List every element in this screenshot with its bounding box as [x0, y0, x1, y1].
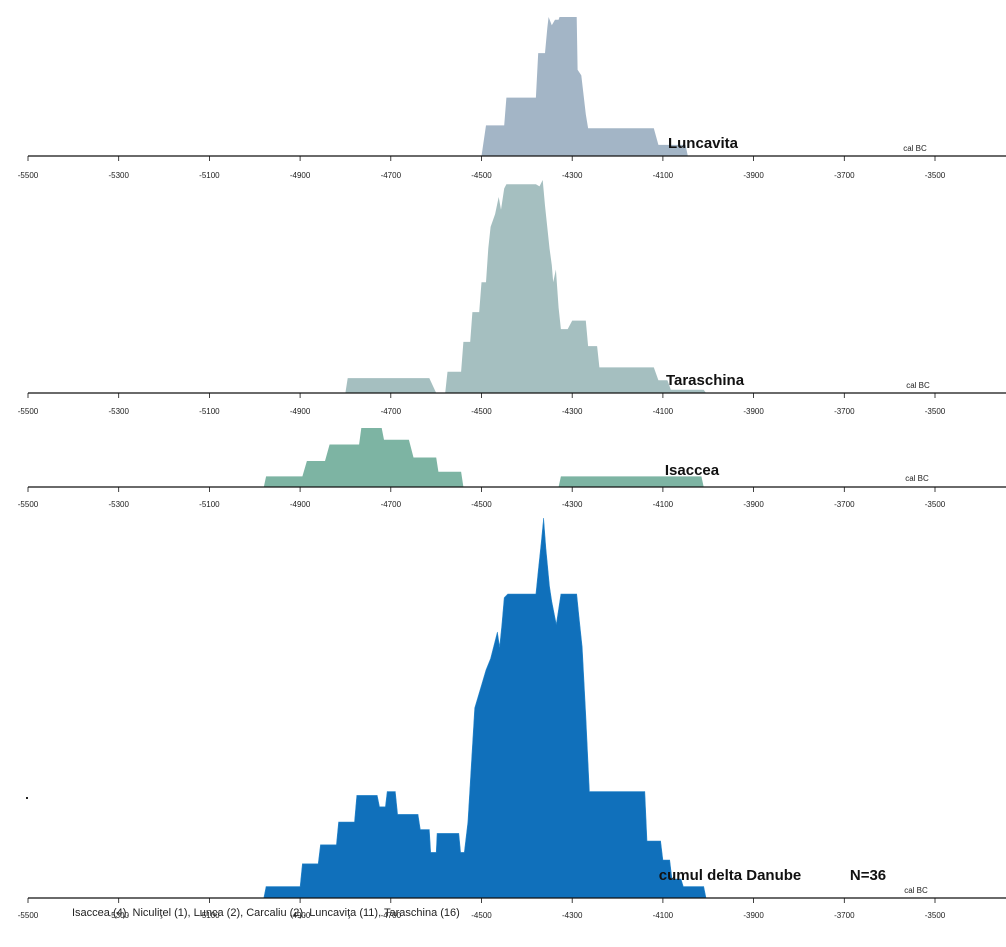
- taraschina-unit-label: cal BC: [906, 381, 930, 390]
- luncavita-tick-label: -4700: [381, 171, 402, 180]
- taraschina-tick-label: -3700: [834, 407, 855, 416]
- taraschina-area-2: [662, 389, 706, 393]
- cumul-delta-danube-unit-label: cal BC: [904, 886, 928, 895]
- isaccea-tick-label: -3900: [743, 500, 764, 509]
- isaccea-tick-label: -3500: [925, 500, 946, 509]
- isaccea-tick-label: -5500: [18, 500, 39, 509]
- cumul-delta-danube-tick-label: -3500: [925, 911, 946, 920]
- luncavita-tick-label: -5500: [18, 171, 39, 180]
- taraschina-tick-label: -5300: [108, 407, 129, 416]
- taraschina-tick-label: -3500: [925, 407, 946, 416]
- cumul-delta-danube-tick-label: -4700: [381, 911, 402, 920]
- isaccea-unit-label: cal BC: [905, 474, 929, 483]
- luncavita-area-0: [481, 17, 688, 156]
- isaccea-title: Isaccea: [665, 462, 720, 479]
- panel-luncavita: -5500 -5300 -5100 -4900 -4700 -4500 -4300 -4100…: [18, 17, 1006, 180]
- luncavita-unit-label: cal BC: [903, 144, 927, 153]
- panel-taraschina: -5500 -5300 -5100 -4900 -4700 -4500 -4300 -4100…: [18, 180, 1006, 416]
- cumul-delta-danube-tick-label: -5100: [199, 911, 220, 920]
- luncavita-tick-label: -5300: [108, 171, 129, 180]
- isaccea-tick-label: -4900: [290, 500, 311, 509]
- luncavita-tick-label: -4100: [653, 171, 674, 180]
- luncavita-tick-label: -4500: [471, 171, 492, 180]
- taraschina-tick-label: -5100: [199, 407, 220, 416]
- taraschina-title: Taraschina: [666, 372, 745, 389]
- cumul-delta-danube-title: cumul delta Danube: [659, 867, 802, 884]
- cumul-delta-danube-tick-label: -5300: [108, 911, 129, 920]
- luncavita-tick-label: -3500: [925, 171, 946, 180]
- cumul-delta-danube-tick-label: -4100: [653, 911, 674, 920]
- isaccea-tick-label: -4100: [653, 500, 674, 509]
- isaccea-tick-label: -4700: [381, 500, 402, 509]
- isaccea-area-0: [263, 428, 464, 487]
- isaccea-area-1: [558, 476, 704, 487]
- caption: Isaccea (4), Niculiţel (1), Lunca (2), C…: [72, 907, 460, 919]
- taraschina-tick-label: -4700: [381, 407, 402, 416]
- cumul-delta-danube-tick-label: -3900: [743, 911, 764, 920]
- luncavita-tick-label: -4300: [562, 171, 583, 180]
- taraschina-tick-label: -4500: [471, 407, 492, 416]
- taraschina-area-0: [345, 378, 437, 393]
- isaccea-tick-label: -5300: [108, 500, 129, 509]
- cumul-delta-danube-area-0: [263, 517, 707, 899]
- taraschina-tick-label: -4900: [290, 407, 311, 416]
- luncavita-tick-label: -4900: [290, 171, 311, 180]
- luncavita-tick-label: -3700: [834, 171, 855, 180]
- luncavita-title: Luncavita: [668, 135, 739, 152]
- cumul-delta-danube-tick-label: -5500: [18, 911, 39, 920]
- luncavita-tick-label: -3900: [743, 171, 764, 180]
- taraschina-tick-label: -4100: [653, 407, 674, 416]
- panel-cumul-delta-danube: -5500 -5300 -5100 -4900 -4700 -4500 -4300 -4100…: [18, 517, 1006, 920]
- isaccea-tick-label: -5100: [199, 500, 220, 509]
- luncavita-tick-label: -5100: [199, 171, 220, 180]
- isaccea-tick-label: -4500: [471, 500, 492, 509]
- taraschina-tick-label: -3900: [743, 407, 764, 416]
- cumul-delta-danube-tick-label: -3700: [834, 911, 855, 920]
- cumul-delta-danube-tick-label: -4900: [290, 911, 311, 920]
- isaccea-tick-label: -4300: [562, 500, 583, 509]
- cumul-delta-danube-tick-label: -4500: [471, 911, 492, 920]
- isaccea-tick-label: -3700: [834, 500, 855, 509]
- stray-dot: [26, 797, 28, 799]
- cumul-delta-danube-count-label: N=36: [850, 867, 886, 884]
- panel-isaccea: -5500 -5300 -5100 -4900 -4700 -4500 -4300 -4100…: [18, 428, 1006, 509]
- cumul-delta-danube-tick-label: -4300: [562, 911, 583, 920]
- taraschina-tick-label: -4300: [562, 407, 583, 416]
- taraschina-tick-label: -5500: [18, 407, 39, 416]
- taraschina-area-1: [445, 180, 672, 393]
